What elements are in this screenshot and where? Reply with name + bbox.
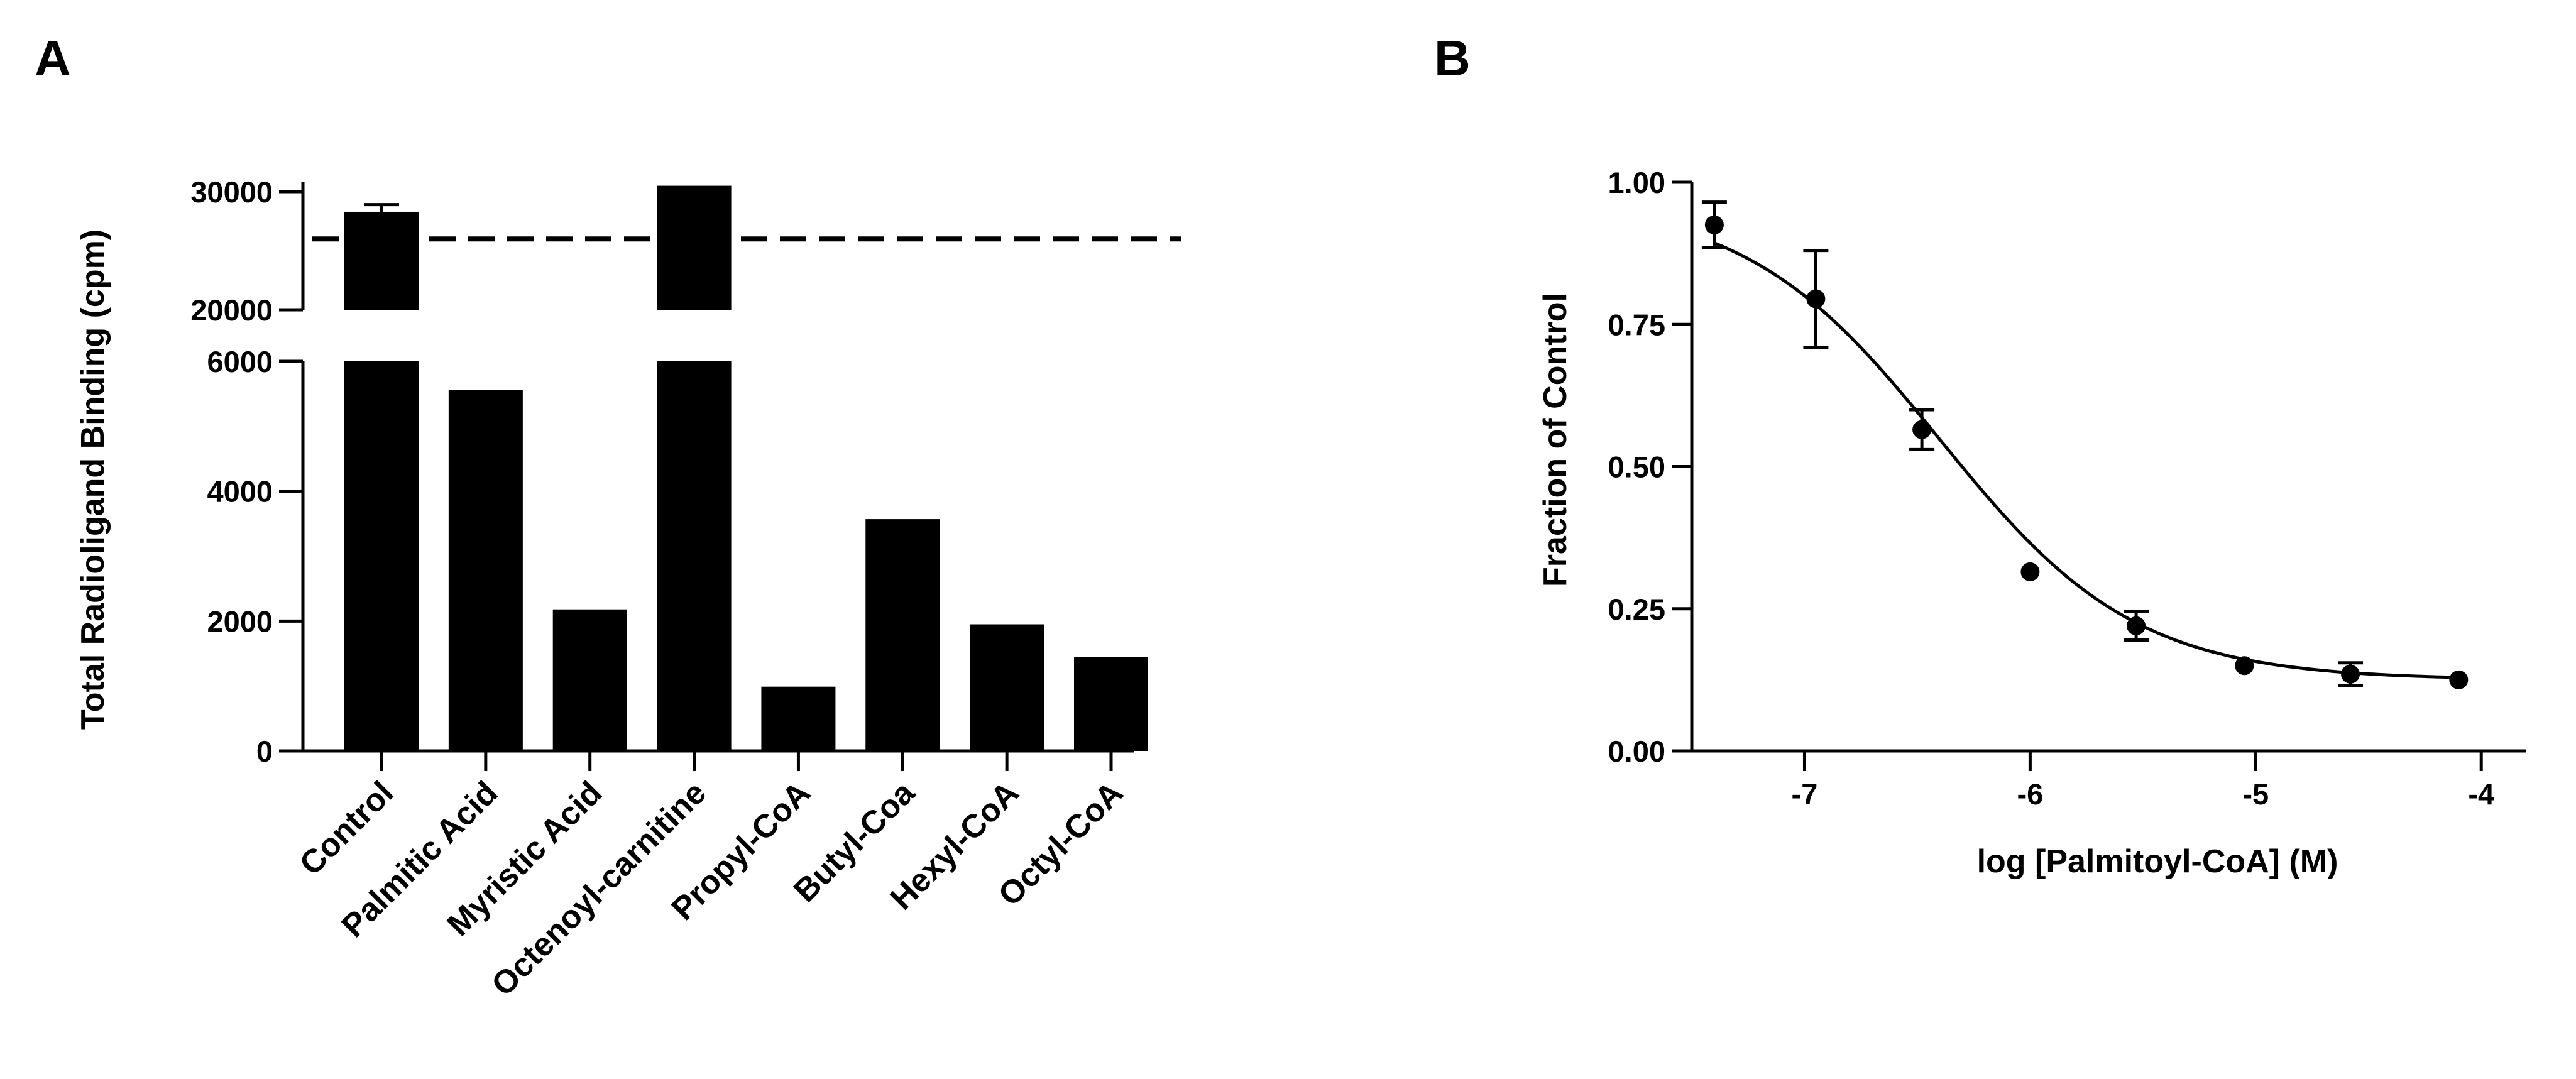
data-point bbox=[1704, 215, 1724, 234]
data-point bbox=[2235, 656, 2254, 676]
y-tick-label-b: 0.25 bbox=[1608, 593, 1665, 626]
y-tick-label-b: 1.00 bbox=[1608, 166, 1665, 199]
x-category-label: Control bbox=[293, 774, 401, 882]
data-point bbox=[2449, 670, 2469, 689]
x-tick-label-b: -7 bbox=[1792, 777, 1818, 811]
y-axis-title-b: Fraction of Control bbox=[1537, 293, 1574, 587]
y-tick-label-a: 6000 bbox=[207, 345, 273, 378]
y-tick-label-a: 20000 bbox=[190, 293, 273, 327]
x-tick-label-b: -5 bbox=[2242, 777, 2269, 811]
bar-lower-segment bbox=[657, 361, 732, 751]
bar-upper-segment bbox=[657, 185, 732, 310]
bar-lower-segment bbox=[344, 361, 419, 751]
data-point bbox=[1912, 420, 1932, 439]
y-tick-label-b: 0.00 bbox=[1608, 735, 1665, 768]
data-point bbox=[2020, 562, 2040, 581]
bar bbox=[761, 686, 836, 751]
x-axis-title-b: log [Palmitoyl-CoA] (M) bbox=[1977, 843, 2338, 880]
y-tick-label-b: 0.50 bbox=[1608, 451, 1665, 484]
panel-label-a: A bbox=[35, 30, 71, 86]
y-tick-label-b: 0.75 bbox=[1608, 308, 1665, 341]
data-point bbox=[1806, 289, 1826, 309]
y-axis-title-a: Total Radioligand Binding (cpm) bbox=[75, 229, 111, 730]
fit-curve bbox=[1713, 241, 2459, 679]
bar bbox=[552, 609, 627, 751]
data-point bbox=[2341, 664, 2360, 684]
x-tick-label-b: -6 bbox=[2017, 777, 2043, 811]
bar bbox=[448, 390, 523, 751]
bar bbox=[865, 519, 940, 751]
data-point bbox=[2127, 616, 2146, 635]
y-tick-label-a: 4000 bbox=[207, 475, 273, 508]
bar bbox=[970, 624, 1044, 751]
bar bbox=[1074, 657, 1148, 751]
y-tick-label-a: 30000 bbox=[190, 175, 273, 209]
y-tick-label-a: 0 bbox=[256, 735, 273, 768]
bar-upper-segment bbox=[344, 211, 419, 310]
y-tick-label-a: 2000 bbox=[207, 605, 273, 638]
x-tick-label-b: -4 bbox=[2468, 777, 2494, 811]
dose-response-panel: 0.00 0.25 0.50 0.75 1.00 -7 -6 -5 -4 bbox=[1608, 166, 2526, 811]
panel-label-b: B bbox=[1434, 30, 1471, 86]
